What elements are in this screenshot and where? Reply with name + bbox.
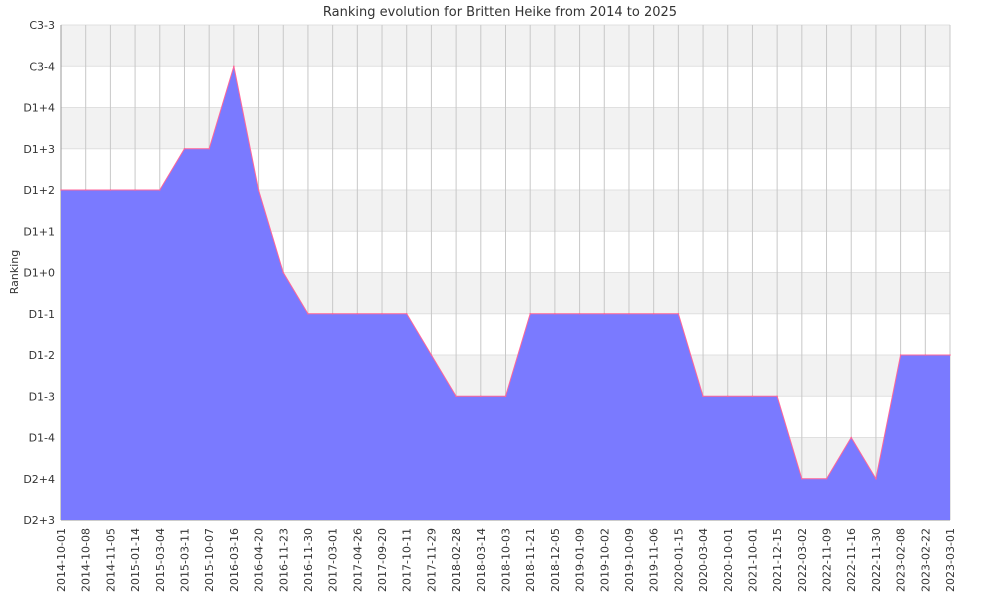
data-point	[924, 354, 927, 356]
x-tick-label: 2017-10-11	[401, 528, 414, 592]
y-tick-label: D2+3	[23, 514, 55, 527]
y-tick-label: D1+4	[23, 102, 55, 115]
data-point	[282, 271, 285, 274]
data-point	[233, 65, 235, 68]
x-tick-label: 2016-11-30	[302, 528, 315, 592]
data-point	[504, 395, 507, 398]
y-tick-label: D2+4	[23, 473, 55, 486]
data-point	[677, 312, 680, 315]
x-tick-label: 2017-03-01	[327, 528, 340, 592]
data-point	[158, 189, 161, 191]
data-point	[776, 395, 778, 398]
x-tick-label: 2022-11-16	[845, 528, 858, 592]
y-tick-label: C3-3	[29, 19, 55, 32]
x-tick-label: 2015-01-14	[129, 528, 142, 592]
data-point	[257, 189, 260, 191]
data-point	[628, 312, 630, 315]
x-tick-label: 2020-03-04	[697, 528, 710, 592]
data-point	[208, 147, 210, 150]
x-tick-label: 2020-01-15	[672, 528, 685, 592]
x-tick-label: 2018-03-14	[475, 528, 488, 592]
x-tick-label: 2015-03-11	[178, 528, 191, 592]
x-tick-label: 2021-12-15	[771, 528, 784, 592]
x-tick-label: 2022-11-09	[821, 528, 834, 592]
y-tick-label: C3-4	[29, 60, 55, 73]
data-point	[578, 312, 581, 315]
data-point	[381, 312, 383, 315]
x-tick-label: 2019-11-06	[648, 528, 661, 592]
data-point	[825, 477, 828, 480]
x-tick-label: 2019-10-09	[623, 528, 636, 592]
data-point	[529, 312, 531, 315]
x-tick-label: 2023-03-01	[944, 528, 957, 592]
x-tick-label: 2018-10-03	[500, 528, 513, 592]
data-point	[356, 312, 359, 315]
data-point	[554, 312, 556, 315]
data-point	[455, 395, 457, 398]
x-tick-label: 2016-11-23	[277, 528, 290, 592]
data-point	[949, 354, 951, 356]
data-point	[405, 312, 408, 315]
data-point	[331, 312, 334, 315]
data-point	[899, 354, 902, 356]
x-tick-label: 2015-10-07	[203, 528, 216, 592]
x-tick-label: 2019-10-02	[598, 528, 611, 592]
data-point	[134, 189, 136, 191]
x-tick-label: 2014-10-01	[55, 528, 68, 592]
x-tick-label: 2014-10-08	[80, 528, 93, 592]
y-tick-label: D1+3	[23, 143, 55, 156]
data-point	[183, 147, 186, 150]
x-tick-label: 2018-12-05	[549, 528, 562, 592]
data-point	[60, 189, 62, 191]
x-tick-label: 2015-03-04	[154, 528, 167, 592]
chart-title: Ranking evolution for Britten Heike from…	[323, 5, 677, 20]
x-tick-label: 2018-02-28	[450, 528, 463, 592]
data-point	[850, 436, 853, 439]
y-tick-label: D1-1	[29, 308, 55, 321]
x-tick-label: 2022-03-02	[796, 528, 809, 592]
x-tick-label: 2016-03-16	[228, 528, 241, 592]
data-point	[726, 395, 729, 398]
data-point	[801, 477, 803, 480]
data-point	[307, 312, 309, 315]
x-tick-label: 2017-04-26	[351, 528, 364, 592]
y-axis-label: Ranking	[8, 250, 21, 295]
data-point	[652, 312, 655, 315]
data-point	[109, 189, 112, 191]
x-tick-label: 2021-10-01	[746, 528, 759, 592]
data-point	[875, 477, 877, 480]
x-tick-label: 2017-09-20	[376, 528, 389, 592]
ranking-area	[61, 66, 950, 520]
y-tick-label: D1+1	[23, 225, 55, 238]
x-tick-label: 2014-11-05	[104, 528, 117, 592]
x-tick-label: 2023-02-08	[895, 528, 908, 592]
x-tick-label: 2020-10-01	[722, 528, 735, 592]
data-point	[84, 189, 87, 191]
x-tick-label: 2023-02-22	[919, 528, 932, 592]
data-point	[480, 395, 482, 398]
data-point	[751, 395, 754, 398]
y-tick-label: D1-3	[29, 390, 55, 403]
y-tick-label: D1+0	[23, 267, 55, 280]
data-point	[702, 395, 704, 398]
y-tick-label: D1+2	[23, 184, 55, 197]
x-tick-label: 2018-11-21	[524, 528, 537, 592]
data-point	[603, 312, 606, 315]
x-tick-label: 2016-04-20	[253, 528, 266, 592]
y-tick-label: D1-2	[29, 349, 55, 362]
data-point	[430, 354, 433, 356]
x-tick-label: 2017-11-29	[425, 528, 438, 592]
y-tick-label: D1-4	[29, 432, 55, 445]
x-tick-label: 2022-11-30	[870, 528, 883, 592]
x-tick-label: 2019-01-09	[574, 528, 587, 592]
